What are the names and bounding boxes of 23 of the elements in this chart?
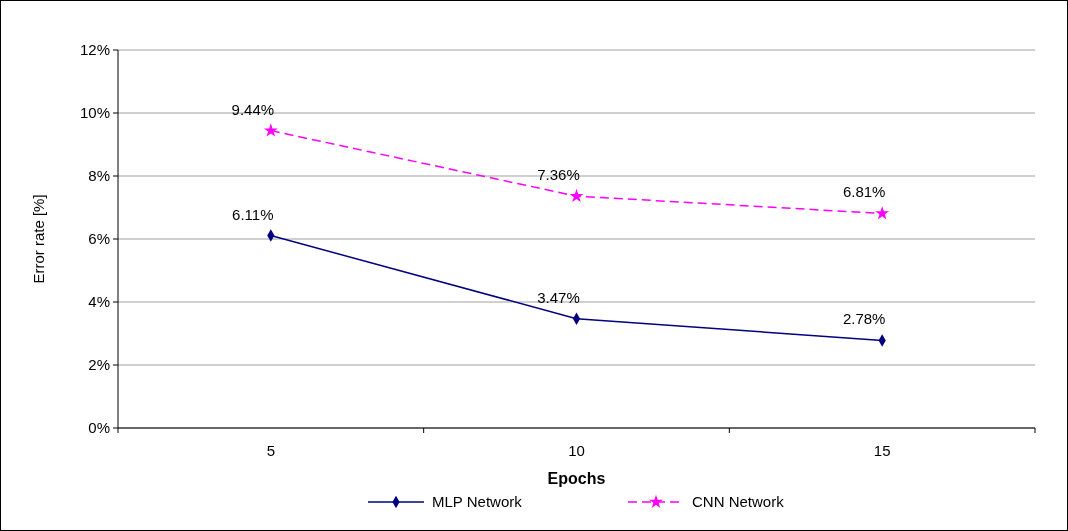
y-tick-label: 6% bbox=[88, 230, 110, 248]
y-tick-label: 4% bbox=[88, 293, 110, 311]
point bbox=[263, 123, 278, 137]
data-label: 2.78% bbox=[842, 310, 886, 328]
x-tick-label: 15 bbox=[873, 442, 891, 459]
data-label: 6.11% bbox=[232, 205, 274, 223]
data-label: 6.81% bbox=[842, 183, 886, 201]
data-label: 3.47% bbox=[537, 288, 580, 306]
y-axis-title: Error rate [%] bbox=[30, 194, 47, 284]
y-tick-label: 8% bbox=[88, 167, 110, 185]
legend-label: MLP Network bbox=[432, 493, 523, 511]
point bbox=[569, 188, 584, 203]
data-label: 7.36% bbox=[537, 166, 580, 184]
legend-label: CNN Network bbox=[692, 493, 785, 511]
y-tick-label: 12% bbox=[79, 41, 110, 59]
x-tick-label: 10 bbox=[568, 442, 585, 459]
y-tick-label: 2% bbox=[88, 356, 110, 374]
x-tick-label: 5 bbox=[266, 442, 276, 459]
x-axis-title: Epochs bbox=[547, 470, 606, 487]
point bbox=[875, 206, 890, 220]
y-tick-label: 10% bbox=[79, 104, 110, 122]
y-tick-label: 0% bbox=[88, 419, 110, 437]
data-label: 9.44% bbox=[231, 100, 275, 118]
